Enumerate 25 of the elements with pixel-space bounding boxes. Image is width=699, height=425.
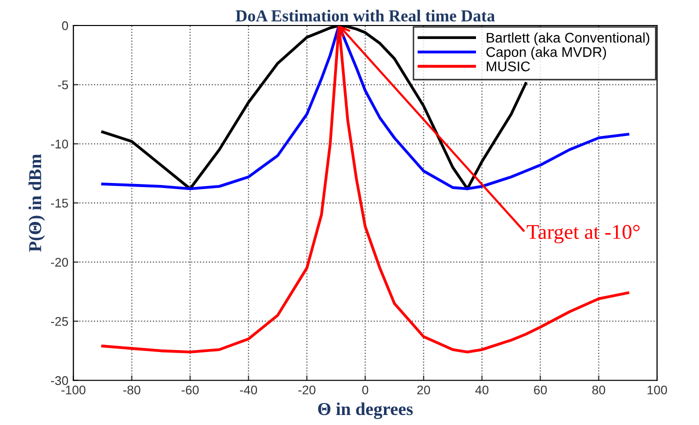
x-tick-label: -80 [123, 386, 140, 394]
x-tick-label: 20 [417, 386, 430, 394]
legend-label: Bartlett (aka Conventional) [486, 32, 650, 46]
y-tick-label: -30 [51, 376, 68, 386]
x-tick-label: 0 [362, 386, 368, 394]
x-tick-label: -60 [182, 386, 199, 394]
x-tick-label: 100 [648, 386, 667, 394]
x-tick-label: -100 [61, 386, 86, 394]
x-axis-title: Θ in degrees [318, 402, 413, 419]
annotation: Target at -10° [526, 224, 640, 244]
x-tick-label: 80 [592, 386, 606, 394]
y-tick-label: -5 [58, 80, 68, 90]
y-tick-label: -10 [51, 140, 68, 148]
y-tick-label: -20 [51, 258, 68, 267]
y-tick-label: -25 [51, 317, 68, 326]
legend-label: MUSIC [486, 61, 530, 72]
legend-label: Capon (aka MVDR) [486, 46, 606, 60]
y-axis-title: P(Θ) in dBm [28, 154, 45, 252]
x-tick-label: 40 [475, 386, 488, 394]
y-tick-label: -15 [51, 198, 68, 208]
x-tick-label: 60 [534, 386, 547, 394]
x-tick-label: -20 [298, 386, 316, 394]
y-tick-label: 0 [62, 21, 68, 30]
chart-title: DoA Estimation with Real time Data [236, 10, 495, 22]
x-tick-label: -40 [240, 386, 258, 394]
